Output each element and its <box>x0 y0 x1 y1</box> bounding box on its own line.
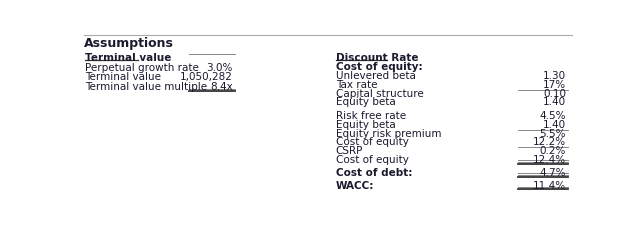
Text: 0.10: 0.10 <box>543 88 566 99</box>
Text: Tax rate: Tax rate <box>336 80 377 90</box>
Text: Unlevered beta: Unlevered beta <box>336 71 415 81</box>
Text: Equity beta: Equity beta <box>336 120 396 130</box>
Text: Risk free rate: Risk free rate <box>336 111 406 121</box>
Text: 4.7%: 4.7% <box>540 168 566 178</box>
Text: 8.4x: 8.4x <box>210 82 233 92</box>
Text: 1.40: 1.40 <box>543 97 566 108</box>
Text: 1.30: 1.30 <box>543 71 566 81</box>
Text: Terminal value: Terminal value <box>85 72 161 82</box>
Text: 12.4%: 12.4% <box>532 155 566 165</box>
Text: Cost of debt:: Cost of debt: <box>336 168 412 178</box>
Text: 0.2%: 0.2% <box>540 146 566 156</box>
Text: Perpetual growth rate: Perpetual growth rate <box>85 63 199 73</box>
Text: 1.40: 1.40 <box>543 120 566 130</box>
Text: 3.0%: 3.0% <box>206 63 233 73</box>
Text: CSRP: CSRP <box>336 146 363 156</box>
Text: Cost of equity: Cost of equity <box>336 155 408 165</box>
Text: WACC:: WACC: <box>336 180 374 190</box>
Text: Equity risk premium: Equity risk premium <box>336 128 441 138</box>
Text: Terminal value multiple: Terminal value multiple <box>85 82 207 92</box>
Text: Capital structure: Capital structure <box>336 88 424 99</box>
Text: Assumptions: Assumptions <box>84 37 173 50</box>
Text: Discount Rate: Discount Rate <box>336 53 419 63</box>
Text: 5.5%: 5.5% <box>540 128 566 138</box>
Text: 17%: 17% <box>543 80 566 90</box>
Text: Cost of equity: Cost of equity <box>336 138 408 147</box>
Text: 12.2%: 12.2% <box>532 138 566 147</box>
Text: Cost of equity:: Cost of equity: <box>336 62 422 72</box>
Text: 11.4%: 11.4% <box>532 180 566 190</box>
Text: 4.5%: 4.5% <box>540 111 566 121</box>
Text: Terminal value: Terminal value <box>85 53 172 63</box>
Text: 1,050,282: 1,050,282 <box>180 72 233 82</box>
Text: Equity beta: Equity beta <box>336 97 396 108</box>
